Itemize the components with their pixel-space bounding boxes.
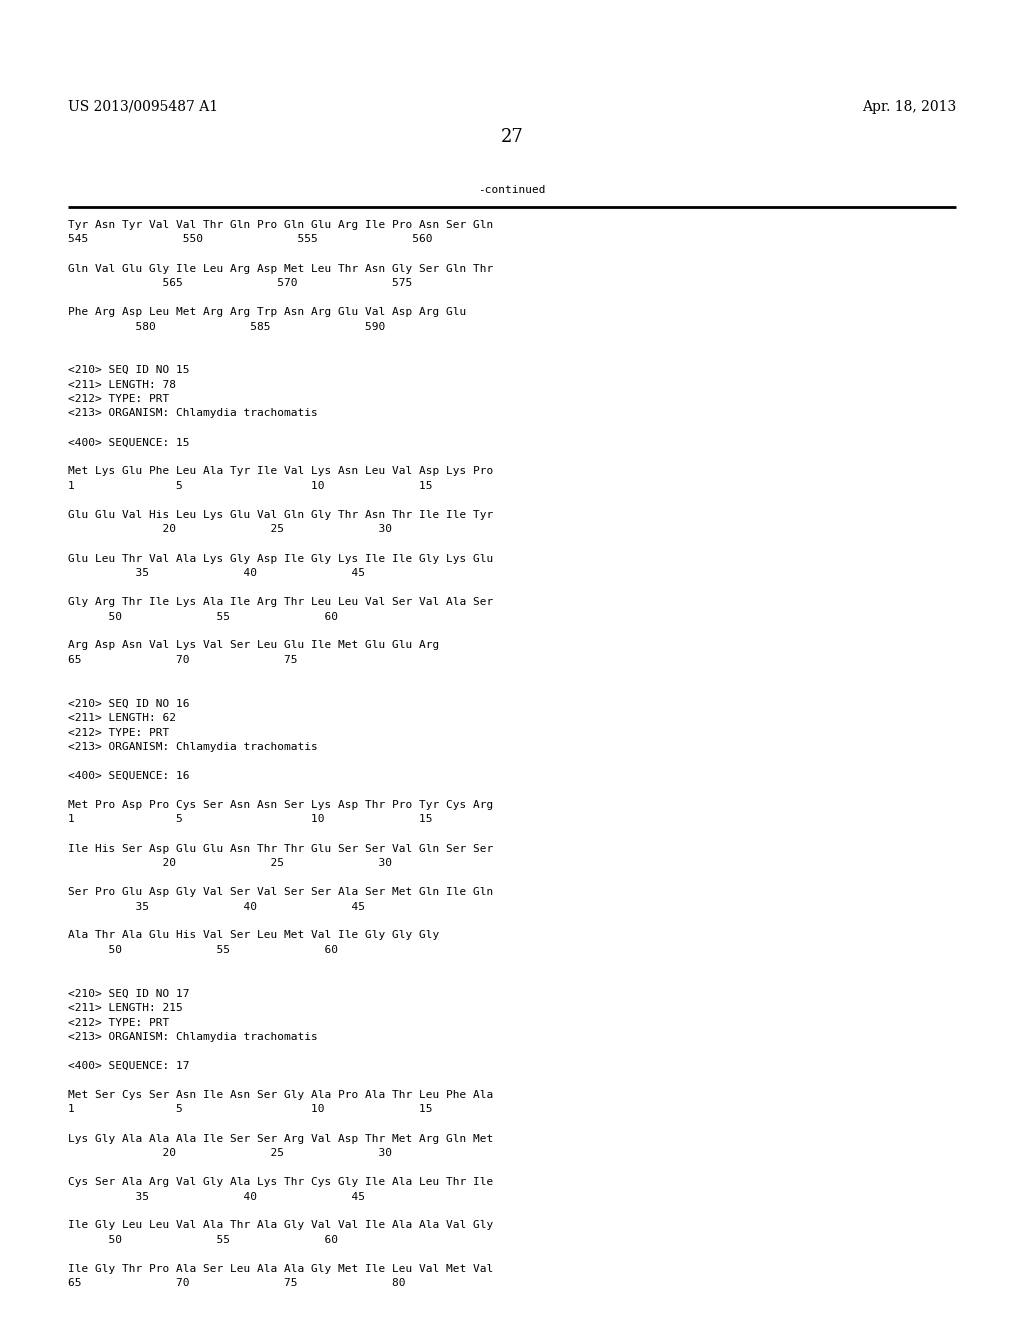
Text: Phe Arg Asp Leu Met Arg Arg Trp Asn Arg Glu Val Asp Arg Glu: Phe Arg Asp Leu Met Arg Arg Trp Asn Arg … [68, 308, 466, 317]
Text: <213> ORGANISM: Chlamydia trachomatis: <213> ORGANISM: Chlamydia trachomatis [68, 742, 317, 752]
Text: 50              55              60: 50 55 60 [68, 945, 338, 954]
Text: 50              55              60: 50 55 60 [68, 1236, 338, 1245]
Text: 20              25              30: 20 25 30 [68, 1148, 392, 1158]
Text: Cys Ser Ala Arg Val Gly Ala Lys Thr Cys Gly Ile Ala Leu Thr Ile: Cys Ser Ala Arg Val Gly Ala Lys Thr Cys … [68, 1177, 494, 1187]
Text: 580              585              590: 580 585 590 [68, 322, 385, 331]
Text: Ala Thr Ala Glu His Val Ser Leu Met Val Ile Gly Gly Gly: Ala Thr Ala Glu His Val Ser Leu Met Val … [68, 931, 439, 940]
Text: <211> LENGTH: 78: <211> LENGTH: 78 [68, 380, 176, 389]
Text: Gly Arg Thr Ile Lys Ala Ile Arg Thr Leu Leu Val Ser Val Ala Ser: Gly Arg Thr Ile Lys Ala Ile Arg Thr Leu … [68, 597, 494, 607]
Text: <400> SEQUENCE: 16: <400> SEQUENCE: 16 [68, 771, 189, 781]
Text: 1               5                   10              15: 1 5 10 15 [68, 480, 432, 491]
Text: <211> LENGTH: 215: <211> LENGTH: 215 [68, 1003, 182, 1012]
Text: Glu Glu Val His Leu Lys Glu Val Gln Gly Thr Asn Thr Ile Ile Tyr: Glu Glu Val His Leu Lys Glu Val Gln Gly … [68, 510, 494, 520]
Text: Tyr Asn Tyr Val Val Thr Gln Pro Gln Glu Arg Ile Pro Asn Ser Gln: Tyr Asn Tyr Val Val Thr Gln Pro Gln Glu … [68, 220, 494, 230]
Text: Glu Leu Thr Val Ala Lys Gly Asp Ile Gly Lys Ile Ile Gly Lys Glu: Glu Leu Thr Val Ala Lys Gly Asp Ile Gly … [68, 553, 494, 564]
Text: 565              570              575: 565 570 575 [68, 279, 413, 288]
Text: <210> SEQ ID NO 17: <210> SEQ ID NO 17 [68, 989, 189, 998]
Text: Met Pro Asp Pro Cys Ser Asn Asn Ser Lys Asp Thr Pro Tyr Cys Arg: Met Pro Asp Pro Cys Ser Asn Asn Ser Lys … [68, 800, 494, 810]
Text: Ile Gly Leu Leu Val Ala Thr Ala Gly Val Val Ile Ala Ala Val Gly: Ile Gly Leu Leu Val Ala Thr Ala Gly Val … [68, 1221, 494, 1230]
Text: <212> TYPE: PRT: <212> TYPE: PRT [68, 1018, 169, 1027]
Text: 1               5                   10              15: 1 5 10 15 [68, 1105, 432, 1114]
Text: 35              40              45: 35 40 45 [68, 1192, 365, 1201]
Text: 35              40              45: 35 40 45 [68, 568, 365, 578]
Text: 65              70              75: 65 70 75 [68, 655, 298, 665]
Text: <400> SEQUENCE: 15: <400> SEQUENCE: 15 [68, 437, 189, 447]
Text: 1               5                   10              15: 1 5 10 15 [68, 814, 432, 825]
Text: -continued: -continued [478, 185, 546, 195]
Text: Met Lys Glu Phe Leu Ala Tyr Ile Val Lys Asn Leu Val Asp Lys Pro: Met Lys Glu Phe Leu Ala Tyr Ile Val Lys … [68, 466, 494, 477]
Text: US 2013/0095487 A1: US 2013/0095487 A1 [68, 100, 218, 114]
Text: Ile Gly Thr Pro Ala Ser Leu Ala Ala Gly Met Ile Leu Val Met Val: Ile Gly Thr Pro Ala Ser Leu Ala Ala Gly … [68, 1265, 494, 1274]
Text: 545              550              555              560: 545 550 555 560 [68, 235, 432, 244]
Text: Arg Asp Asn Val Lys Val Ser Leu Glu Ile Met Glu Glu Arg: Arg Asp Asn Val Lys Val Ser Leu Glu Ile … [68, 640, 439, 651]
Text: Gln Val Glu Gly Ile Leu Arg Asp Met Leu Thr Asn Gly Ser Gln Thr: Gln Val Glu Gly Ile Leu Arg Asp Met Leu … [68, 264, 494, 273]
Text: <211> LENGTH: 62: <211> LENGTH: 62 [68, 713, 176, 723]
Text: Met Ser Cys Ser Asn Ile Asn Ser Gly Ala Pro Ala Thr Leu Phe Ala: Met Ser Cys Ser Asn Ile Asn Ser Gly Ala … [68, 1090, 494, 1100]
Text: <210> SEQ ID NO 16: <210> SEQ ID NO 16 [68, 698, 189, 709]
Text: 20              25              30: 20 25 30 [68, 858, 392, 869]
Text: <212> TYPE: PRT: <212> TYPE: PRT [68, 727, 169, 738]
Text: 20              25              30: 20 25 30 [68, 524, 392, 535]
Text: Ile His Ser Asp Glu Glu Asn Thr Thr Glu Ser Ser Val Gln Ser Ser: Ile His Ser Asp Glu Glu Asn Thr Thr Glu … [68, 843, 494, 854]
Text: 65              70              75              80: 65 70 75 80 [68, 1279, 406, 1288]
Text: 27: 27 [501, 128, 523, 147]
Text: <212> TYPE: PRT: <212> TYPE: PRT [68, 393, 169, 404]
Text: Lys Gly Ala Ala Ala Ile Ser Ser Arg Val Asp Thr Met Arg Gln Met: Lys Gly Ala Ala Ala Ile Ser Ser Arg Val … [68, 1134, 494, 1143]
Text: Ser Pro Glu Asp Gly Val Ser Val Ser Ser Ala Ser Met Gln Ile Gln: Ser Pro Glu Asp Gly Val Ser Val Ser Ser … [68, 887, 494, 898]
Text: <400> SEQUENCE: 17: <400> SEQUENCE: 17 [68, 1061, 189, 1071]
Text: 35              40              45: 35 40 45 [68, 902, 365, 912]
Text: <210> SEQ ID NO 15: <210> SEQ ID NO 15 [68, 366, 189, 375]
Text: <213> ORGANISM: Chlamydia trachomatis: <213> ORGANISM: Chlamydia trachomatis [68, 408, 317, 418]
Text: <213> ORGANISM: Chlamydia trachomatis: <213> ORGANISM: Chlamydia trachomatis [68, 1032, 317, 1041]
Text: Apr. 18, 2013: Apr. 18, 2013 [862, 100, 956, 114]
Text: 50              55              60: 50 55 60 [68, 611, 338, 622]
